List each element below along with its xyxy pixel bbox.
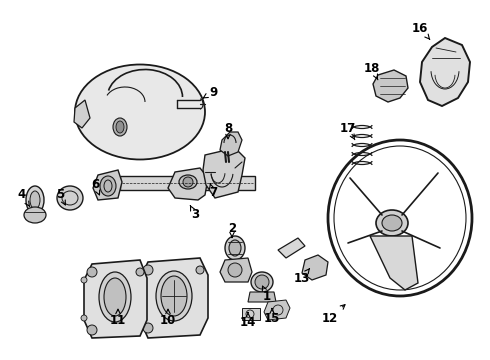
Ellipse shape	[104, 278, 126, 316]
Text: 12: 12	[322, 305, 345, 324]
Text: 6: 6	[91, 179, 99, 195]
Polygon shape	[420, 38, 470, 106]
Ellipse shape	[161, 276, 187, 316]
Polygon shape	[140, 258, 208, 338]
Ellipse shape	[382, 215, 402, 231]
Circle shape	[143, 323, 153, 333]
Text: 17: 17	[340, 122, 356, 140]
Circle shape	[87, 325, 97, 335]
Ellipse shape	[75, 64, 205, 159]
Polygon shape	[74, 100, 90, 128]
Text: 10: 10	[160, 309, 176, 327]
Ellipse shape	[24, 207, 46, 223]
Text: 11: 11	[110, 309, 126, 327]
Text: 16: 16	[412, 22, 430, 40]
Circle shape	[196, 266, 204, 274]
Circle shape	[81, 315, 87, 321]
Circle shape	[183, 177, 193, 187]
Ellipse shape	[251, 272, 273, 292]
Text: 15: 15	[264, 309, 280, 324]
Polygon shape	[220, 258, 252, 282]
Text: 4: 4	[18, 189, 30, 207]
Text: 7: 7	[209, 184, 217, 199]
Polygon shape	[84, 260, 147, 338]
Ellipse shape	[100, 176, 116, 196]
Circle shape	[136, 268, 144, 276]
Circle shape	[87, 267, 97, 277]
Polygon shape	[370, 236, 418, 290]
Text: 9: 9	[203, 85, 217, 99]
Polygon shape	[278, 238, 305, 258]
Polygon shape	[248, 292, 276, 302]
Ellipse shape	[116, 121, 124, 133]
Text: 3: 3	[190, 206, 199, 221]
Text: 2: 2	[228, 221, 236, 237]
Circle shape	[228, 263, 242, 277]
Ellipse shape	[30, 191, 40, 209]
Polygon shape	[373, 70, 408, 102]
Polygon shape	[203, 148, 245, 198]
Ellipse shape	[179, 175, 197, 189]
Bar	[120, 176, 255, 190]
Bar	[242, 308, 260, 320]
Text: 8: 8	[224, 122, 232, 139]
Polygon shape	[264, 300, 290, 320]
Ellipse shape	[26, 186, 44, 214]
Circle shape	[143, 265, 153, 275]
Polygon shape	[168, 168, 208, 200]
Ellipse shape	[113, 118, 127, 136]
Polygon shape	[220, 132, 242, 156]
Text: 5: 5	[56, 189, 66, 205]
Ellipse shape	[229, 240, 241, 256]
Ellipse shape	[225, 236, 245, 260]
Ellipse shape	[376, 210, 408, 236]
Ellipse shape	[99, 272, 131, 322]
Polygon shape	[93, 170, 122, 200]
Circle shape	[81, 277, 87, 283]
Text: 18: 18	[364, 62, 380, 80]
Ellipse shape	[156, 271, 192, 321]
Text: 14: 14	[240, 312, 256, 328]
Polygon shape	[302, 255, 328, 280]
Circle shape	[255, 275, 269, 289]
Text: 13: 13	[294, 269, 310, 284]
Text: 1: 1	[262, 286, 271, 302]
Ellipse shape	[57, 186, 83, 210]
